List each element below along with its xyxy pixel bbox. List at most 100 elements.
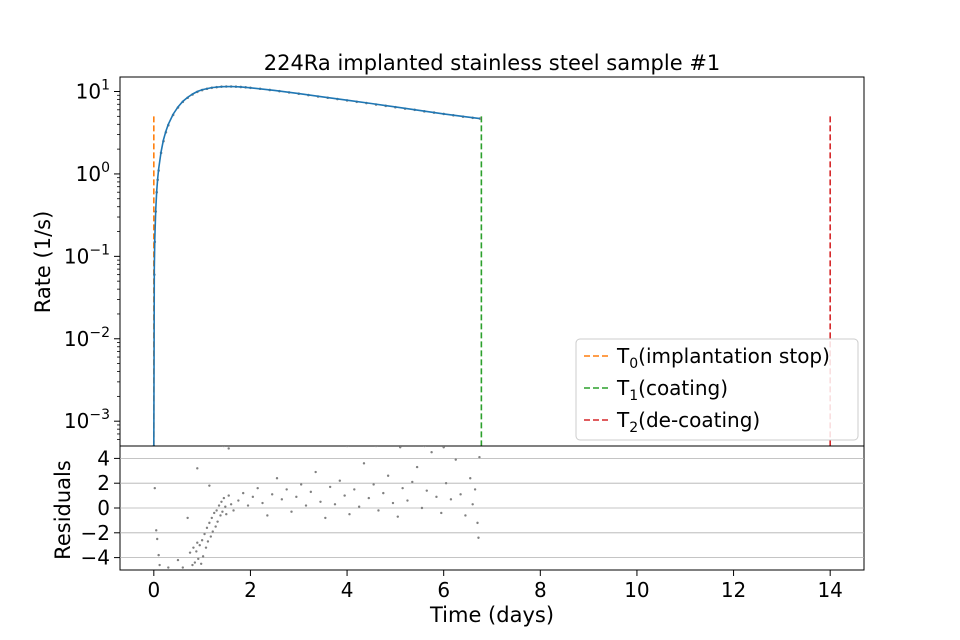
legend: T0(implantation stop) T1(coating) T2(de-co… (575, 338, 859, 441)
residual-point (196, 541, 199, 544)
residual-point (270, 493, 274, 496)
residual-point (328, 485, 332, 489)
residual-point (215, 509, 218, 512)
residual-point (435, 495, 438, 499)
residual-point (222, 446, 226, 448)
residual-point (167, 566, 170, 569)
residual-point (229, 503, 233, 506)
residual-point (449, 498, 453, 501)
bottom-y-tick-label: −4 (81, 546, 110, 570)
residual-point (181, 566, 185, 569)
x-tick-label: 10 (624, 578, 649, 602)
residual-point (157, 553, 160, 557)
x-tick-label: 6 (437, 578, 450, 602)
residual-point (176, 558, 180, 562)
residual-point (374, 446, 378, 448)
residual-point (420, 506, 424, 510)
residual-point (156, 537, 159, 541)
residual-point (476, 521, 479, 525)
bottom-x-ticks: 0 2 4 6 8 10 12 14 (147, 570, 843, 602)
residual-points (153, 446, 481, 569)
top-panel: 10−3 10−2 10−1 100 101 Rate (1/s) (31, 76, 865, 447)
residual-point (319, 500, 322, 503)
residual-point (348, 513, 351, 516)
top-y-tick-label: 10−2 (64, 325, 110, 351)
residual-point (191, 563, 194, 567)
bottom-y-tick-label: 2 (97, 471, 110, 495)
residual-point (285, 488, 288, 491)
residual-point (469, 477, 472, 480)
residual-point (241, 491, 245, 495)
residual-point (343, 494, 346, 497)
residual-point (192, 546, 195, 549)
bottom-y-tick-label: 0 (97, 496, 110, 520)
residual-point (153, 486, 156, 490)
residual-point (193, 561, 197, 564)
residual-point (377, 509, 380, 512)
residual-point (382, 491, 385, 495)
residual-point (295, 495, 298, 499)
residual-point (423, 446, 426, 448)
top-y-axis-label: Rate (1/s) (31, 211, 55, 314)
residual-point (209, 535, 213, 538)
residual-point (222, 496, 226, 500)
residual-point (309, 490, 313, 494)
residual-point (232, 509, 235, 512)
residual-point (454, 458, 457, 461)
residual-point (430, 451, 433, 454)
bottom-y-tick-label: −2 (81, 521, 110, 545)
residual-point (216, 520, 219, 523)
residual-point (391, 501, 395, 505)
residual-point (195, 550, 198, 553)
residual-point (201, 555, 205, 558)
legend-label: T1(coating) (616, 376, 728, 404)
top-y-ticks: 10−3 10−2 10−1 100 101 (64, 78, 120, 440)
x-tick-label: 2 (244, 578, 257, 602)
residual-point (333, 503, 337, 506)
x-tick-label: 0 (147, 578, 160, 602)
x-tick-label: 14 (817, 578, 842, 602)
top-y-tick-label: 10−1 (64, 242, 110, 268)
residual-point (211, 530, 214, 533)
legend-box (575, 338, 859, 441)
residual-point (478, 455, 481, 459)
residual-point (324, 516, 327, 520)
residual-point (208, 521, 211, 525)
residual-point (204, 546, 208, 549)
residual-point (256, 486, 259, 490)
residual-point (210, 516, 213, 520)
residual-point (415, 465, 419, 469)
residual-point (275, 477, 279, 480)
residual-point (372, 483, 375, 486)
residual-point (225, 513, 228, 516)
residual-point (299, 483, 303, 486)
residual-point (224, 505, 227, 508)
x-tick-label: 4 (341, 578, 354, 602)
residual-point (208, 484, 211, 487)
residual-point (464, 514, 467, 517)
x-tick-label: 8 (534, 578, 547, 602)
residual-point (196, 467, 199, 470)
bottom-y-tick-label: 4 (97, 446, 110, 470)
residual-point (217, 504, 221, 507)
residual-point (199, 562, 203, 565)
residual-point (200, 539, 204, 542)
residual-point (396, 515, 399, 518)
residual-point (227, 447, 230, 450)
legend-label: T2(de-coating) (616, 408, 760, 436)
top-y-tick-label: 100 (76, 160, 110, 186)
residual-point (338, 479, 342, 482)
residual-point (406, 499, 409, 502)
top-fit-curve (153, 85, 481, 446)
residual-point (357, 505, 361, 508)
residual-point (155, 529, 158, 532)
chart-title: 224Ra implanted stainless steel sample #… (264, 51, 721, 75)
residual-point (206, 540, 210, 543)
residual-point (386, 474, 390, 477)
residual-point (442, 446, 445, 449)
residual-point (362, 462, 366, 465)
residual-point (213, 511, 216, 515)
